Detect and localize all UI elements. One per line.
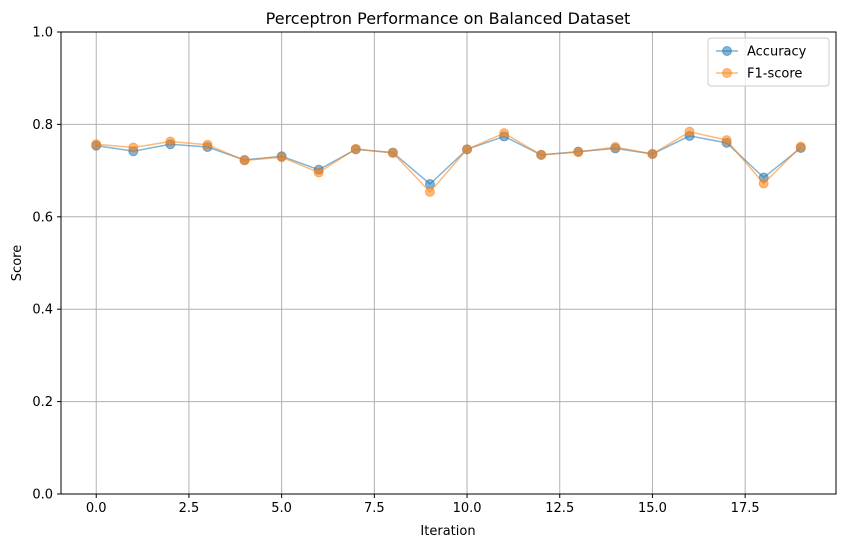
data-point-f1-score — [499, 128, 510, 139]
data-point-f1-score — [239, 155, 250, 166]
x-tick-label: 12.5 — [545, 501, 574, 516]
x-tick-label: 5.0 — [271, 501, 292, 516]
data-point-f1-score — [276, 152, 287, 163]
legend-label-accuracy: Accuracy — [747, 45, 807, 60]
y-tick-label: 0.0 — [32, 488, 53, 503]
data-point-f1-score — [721, 135, 732, 146]
data-point-f1-score — [91, 139, 102, 150]
data-point-f1-score — [387, 148, 398, 159]
data-point-f1-score — [610, 142, 621, 153]
legend-swatch-marker-accuracy — [722, 46, 732, 56]
series-line-accuracy — [96, 135, 802, 186]
data-point-f1-score — [128, 142, 139, 153]
legend: Accuracy F1-score — [707, 37, 830, 87]
data-point-f1-score — [573, 147, 584, 158]
x-tick-label: 2.5 — [179, 501, 200, 516]
data-point-f1-score — [313, 167, 324, 178]
ticks: 0.0 2.5 5.0 7.5 10.0 12.5 15.0 17.5 0.0 0.2 0.4 0.6… — [32, 26, 759, 517]
x-tick-label: 7.5 — [364, 501, 385, 516]
series-line-f1-score — [96, 130, 802, 193]
data-point-f1-score — [536, 149, 547, 160]
x-tick-label: 17.5 — [731, 501, 760, 516]
y-tick-label: 0.6 — [32, 210, 53, 225]
grid — [61, 31, 836, 495]
legend-label-f1-score: F1-score — [747, 67, 802, 82]
y-axis-label: Score — [10, 245, 25, 281]
series-layer — [91, 126, 806, 197]
data-point-f1-score — [647, 148, 658, 159]
data-point-f1-score — [350, 143, 361, 154]
y-tick-label: 0.2 — [32, 395, 53, 410]
data-point-f1-score — [462, 144, 473, 155]
x-tick-label: 15.0 — [638, 501, 667, 516]
x-tick-label: 10.0 — [453, 501, 482, 516]
data-point-f1-score — [424, 186, 435, 197]
legend-box — [707, 37, 830, 87]
chart-title: Perceptron Performance on Balanced Datas… — [266, 9, 631, 28]
data-point-f1-score — [758, 178, 769, 189]
legend-swatch-marker-f1-score — [722, 68, 732, 78]
data-point-f1-score — [795, 141, 806, 152]
y-tick-label: 0.8 — [32, 118, 53, 133]
data-point-f1-score — [684, 126, 695, 137]
x-tick-label: 0.0 — [86, 501, 107, 516]
data-point-f1-score — [165, 136, 176, 147]
y-tick-label: 1.0 — [32, 26, 53, 41]
plot-frame — [60, 31, 837, 495]
data-point-f1-score — [202, 139, 213, 150]
y-tick-label: 0.4 — [32, 303, 53, 318]
x-axis-label: Iteration — [420, 524, 475, 539]
